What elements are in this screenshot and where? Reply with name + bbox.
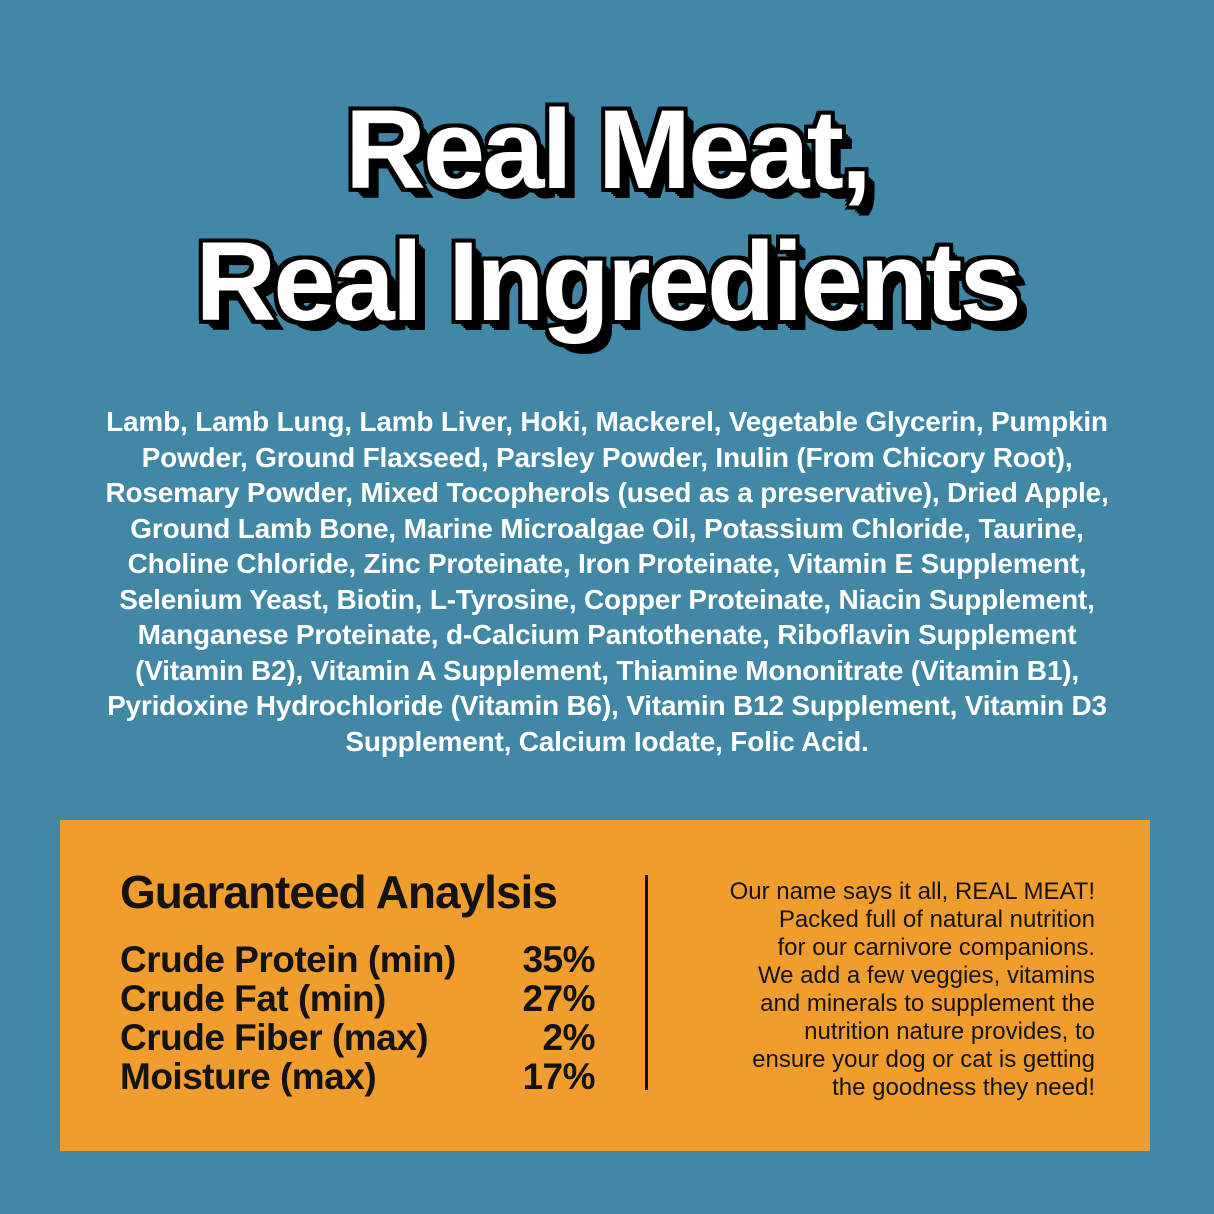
- analysis-label: Crude Fat (min): [120, 978, 386, 1019]
- ingredient-line: Manganese Proteinate, d-Calcium Pantothe…: [137, 619, 1077, 650]
- analysis-row: Crude Fiber (max) 2%: [120, 1017, 596, 1058]
- about-line: We add a few veggies, vitamins: [757, 962, 1095, 989]
- about-text: Our name says it all, REAL MEAT! Packed …: [675, 878, 1095, 1102]
- title-line-1: Real Meat,: [345, 87, 872, 212]
- about-line: for our carnivore companions.: [777, 934, 1095, 961]
- ingredient-line: (Vitamin B2), Vitamin A Supplement, Thia…: [135, 654, 1079, 686]
- ingredient-line: Rosemary Powder, Mixed Tocopherols (used…: [105, 477, 1109, 508]
- ingredient-line: Ground Lamb Bone, Marine Microalgae Oil,…: [130, 512, 1084, 544]
- ingredient-line: Pyridoxine Hydrochloride (Vitamin B6), V…: [107, 690, 1107, 721]
- about-line: Our name says it all, REAL MEAT!: [729, 878, 1095, 905]
- analysis-panel: Guaranteed Anaylsis Crude Protein (min) …: [60, 820, 1150, 1151]
- analysis-value: 27%: [522, 978, 595, 1019]
- analysis-row: Crude Protein (min) 35%: [120, 940, 595, 979]
- analysis-value: 2%: [542, 1017, 596, 1058]
- analysis-label: Crude Fiber (max): [120, 1017, 429, 1058]
- analysis-label: Crude Protein (min): [120, 939, 456, 980]
- about-line: ensure your dog or cat is getting: [752, 1046, 1095, 1073]
- analysis-value: 35%: [522, 939, 595, 980]
- ingredient-line: Selenium Yeast, Biotin, L-Tyrosine, Copp…: [119, 583, 1095, 615]
- about-line: the goodness they need!: [832, 1074, 1095, 1101]
- analysis-heading: Guaranteed Anaylsis: [120, 866, 558, 918]
- about-line: and minerals to supplement the: [760, 990, 1095, 1017]
- analysis-value: 17%: [522, 1056, 595, 1097]
- ingredient-line: Supplement, Calcium Iodate, Folic Acid.: [345, 725, 869, 757]
- title: Real Meat, Real Ingredients: [0, 84, 1214, 348]
- ingredient-line: Choline Chloride, Zinc Proteinate, Iron …: [127, 548, 1087, 579]
- ingredient-line: Powder, Ground Flaxseed, Parsley Powder,…: [141, 441, 1073, 473]
- analysis-row: Crude Fat (min) 27%: [120, 979, 595, 1018]
- about-line: Packed full of natural nutrition: [778, 906, 1095, 933]
- ingredient-line: Lamb, Lamb Lung, Lamb Liver, Hoki, Macke…: [106, 406, 1108, 437]
- ingredients-list: Lamb, Lamb Lung, Lamb Liver, Hoki, Macke…: [0, 404, 1214, 759]
- analysis-row: Moisture (max) 17%: [120, 1057, 595, 1096]
- panel-divider: [645, 875, 648, 1090]
- about-line: nutrition nature provides, to: [804, 1018, 1095, 1045]
- title-line-2: Real Ingredients: [195, 219, 1021, 344]
- analysis-label: Moisture (max): [120, 1056, 377, 1097]
- analysis-table: Crude Protein (min) 35% Crude Fat (min) …: [120, 940, 596, 1096]
